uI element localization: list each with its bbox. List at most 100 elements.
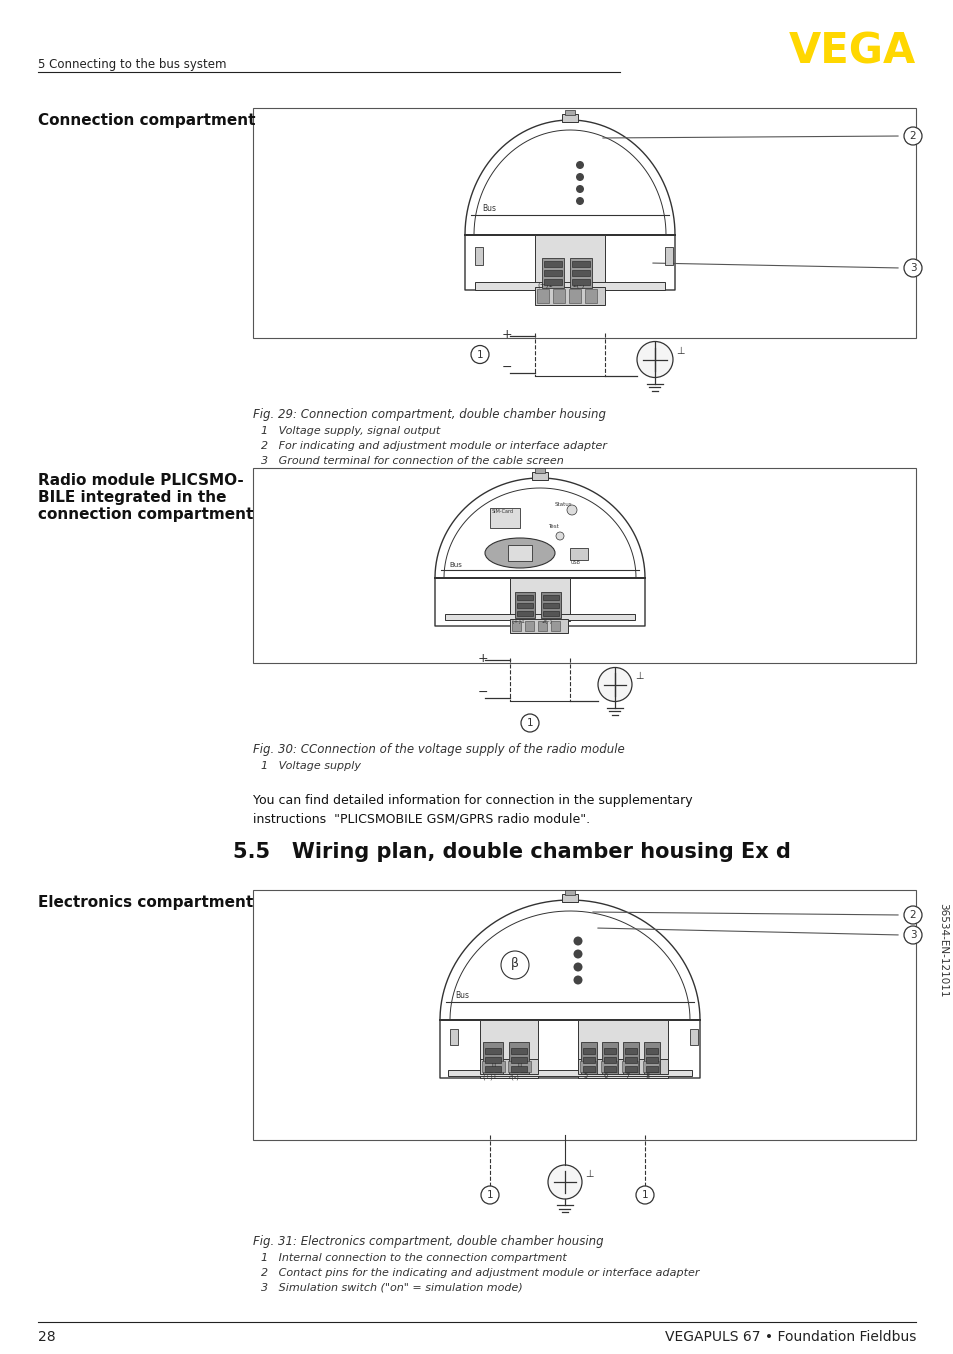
Bar: [512, 621, 520, 631]
Bar: [482, 1043, 502, 1074]
Bar: [582, 1066, 595, 1072]
Bar: [600, 1062, 617, 1072]
Text: (+)1: (+)1: [481, 1072, 497, 1079]
Text: Bus: Bus: [455, 991, 469, 1001]
Bar: [535, 287, 604, 305]
Text: 1   Internal connection to the connection compartment: 1 Internal connection to the connection …: [261, 1252, 566, 1263]
Text: 2   For indicating and adjustment module or interface adapter: 2 For indicating and adjustment module o…: [261, 441, 606, 451]
Circle shape: [573, 963, 582, 972]
Text: Fig. 30: CConnection of the voltage supply of the radio module: Fig. 30: CConnection of the voltage supp…: [253, 743, 624, 756]
Bar: [543, 279, 561, 284]
Bar: [535, 236, 604, 292]
Bar: [542, 603, 558, 608]
Text: −: −: [477, 686, 488, 699]
Text: 8: 8: [645, 1072, 650, 1079]
Text: Connection compartment: Connection compartment: [38, 112, 255, 129]
Bar: [509, 1043, 529, 1074]
Bar: [642, 1062, 659, 1072]
Text: Test: Test: [547, 524, 558, 529]
Bar: [624, 1066, 637, 1072]
Circle shape: [903, 127, 921, 145]
Bar: [490, 508, 519, 528]
Bar: [479, 1020, 537, 1078]
Text: (+)1: (+)1: [537, 282, 553, 287]
Text: 2(-): 2(-): [507, 1072, 519, 1079]
Bar: [507, 1062, 517, 1072]
Circle shape: [636, 1186, 654, 1204]
Bar: [542, 594, 558, 600]
Bar: [561, 114, 578, 122]
Bar: [572, 261, 589, 267]
Circle shape: [500, 951, 529, 979]
Text: 1   Voltage supply: 1 Voltage supply: [261, 761, 360, 770]
Bar: [621, 1062, 638, 1072]
Text: 2: 2: [909, 131, 915, 141]
Circle shape: [573, 949, 582, 959]
Bar: [572, 269, 589, 276]
Text: 1: 1: [486, 1190, 493, 1200]
Text: 3   Simulation switch ("on" = simulation mode): 3 Simulation switch ("on" = simulation m…: [261, 1284, 522, 1293]
Bar: [603, 1057, 616, 1063]
Bar: [551, 621, 559, 631]
Bar: [448, 1070, 691, 1076]
Text: Fig. 31: Electronics compartment, double chamber housing: Fig. 31: Electronics compartment, double…: [253, 1235, 603, 1248]
Bar: [569, 259, 592, 288]
Bar: [603, 1066, 616, 1072]
Text: 5: 5: [582, 1072, 587, 1079]
Text: 7: 7: [624, 1072, 629, 1079]
Circle shape: [576, 185, 583, 194]
Circle shape: [556, 532, 563, 540]
Bar: [582, 1057, 595, 1063]
Text: β: β: [511, 956, 518, 969]
Bar: [689, 1029, 698, 1045]
Text: 36534-EN-121011: 36534-EN-121011: [937, 903, 947, 998]
Bar: [515, 592, 535, 617]
Bar: [495, 1062, 504, 1072]
Bar: [584, 288, 597, 303]
Bar: [511, 1048, 526, 1053]
Circle shape: [471, 345, 489, 363]
Bar: [543, 261, 561, 267]
Circle shape: [566, 505, 577, 515]
Bar: [475, 282, 664, 290]
Bar: [511, 1057, 526, 1063]
Circle shape: [903, 926, 921, 944]
Bar: [568, 288, 580, 303]
Bar: [603, 1048, 616, 1053]
Circle shape: [576, 161, 583, 169]
Text: 3: 3: [909, 930, 915, 940]
Circle shape: [576, 196, 583, 204]
Bar: [507, 546, 532, 561]
Bar: [532, 473, 547, 481]
Bar: [450, 1029, 457, 1045]
Bar: [579, 1062, 596, 1072]
Text: Fig. 29: Connection compartment, double chamber housing: Fig. 29: Connection compartment, double …: [253, 408, 605, 421]
Text: 3   Ground terminal for connection of the cable screen: 3 Ground terminal for connection of the …: [261, 456, 563, 466]
Circle shape: [480, 1186, 498, 1204]
Text: 3: 3: [909, 263, 915, 274]
Text: 1: 1: [641, 1190, 648, 1200]
Bar: [475, 246, 482, 265]
Bar: [481, 1062, 492, 1072]
Text: 1: 1: [526, 718, 533, 728]
Bar: [510, 578, 569, 621]
Bar: [643, 1043, 659, 1074]
Bar: [253, 468, 915, 663]
Bar: [578, 1059, 667, 1074]
Text: 28: 28: [38, 1330, 55, 1345]
Bar: [569, 548, 587, 561]
Text: 2: 2: [909, 910, 915, 919]
Circle shape: [637, 341, 672, 378]
Bar: [564, 110, 575, 115]
Text: Bus: Bus: [481, 204, 496, 213]
Circle shape: [573, 937, 582, 945]
Bar: [645, 1066, 658, 1072]
Circle shape: [573, 975, 582, 984]
Text: ⊥: ⊥: [676, 347, 684, 356]
Text: You can find detailed information for connection in the supplementary: You can find detailed information for co…: [253, 793, 692, 807]
Bar: [517, 611, 533, 616]
Bar: [622, 1043, 639, 1074]
Bar: [624, 1048, 637, 1053]
Bar: [537, 621, 546, 631]
Bar: [517, 603, 533, 608]
